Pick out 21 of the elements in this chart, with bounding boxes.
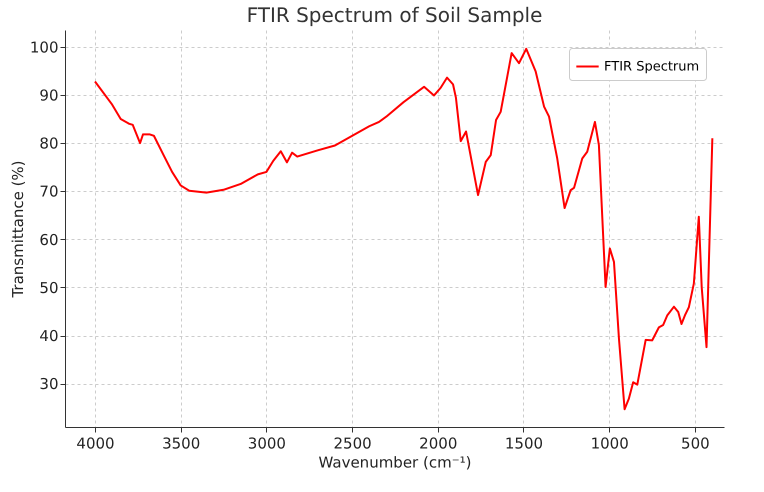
line-series bbox=[94, 48, 714, 410]
x-tick-label: 2000 bbox=[419, 434, 458, 452]
y-tick-label: 30 bbox=[39, 375, 58, 394]
x-tick-label: 3500 bbox=[162, 434, 200, 452]
x-tick-label: 1000 bbox=[590, 434, 629, 452]
x-tick-label: 2500 bbox=[333, 434, 372, 452]
x-tick-label: 1500 bbox=[504, 434, 544, 452]
y-axis-title: Transmittance (%) bbox=[8, 160, 27, 299]
x-tick-label: 500 bbox=[681, 434, 710, 452]
y-tick-label: 50 bbox=[39, 278, 58, 297]
y-tick-label: 90 bbox=[39, 86, 58, 104]
y-tick-label: 60 bbox=[39, 230, 58, 249]
y-tick-label: 40 bbox=[39, 327, 58, 346]
chart-title: FTIR Spectrum of Soil Sample bbox=[246, 3, 542, 27]
y-tick-label: 80 bbox=[39, 134, 58, 153]
legend-label: FTIR Spectrum bbox=[604, 60, 700, 74]
y-tick-label: 70 bbox=[39, 182, 58, 201]
x-tick-label: 4000 bbox=[76, 434, 115, 452]
x-axis-title: Wavenumber (cm⁻¹) bbox=[318, 454, 472, 472]
x-tick-label: 3000 bbox=[248, 434, 286, 452]
y-tick-label: 100 bbox=[30, 38, 58, 56]
